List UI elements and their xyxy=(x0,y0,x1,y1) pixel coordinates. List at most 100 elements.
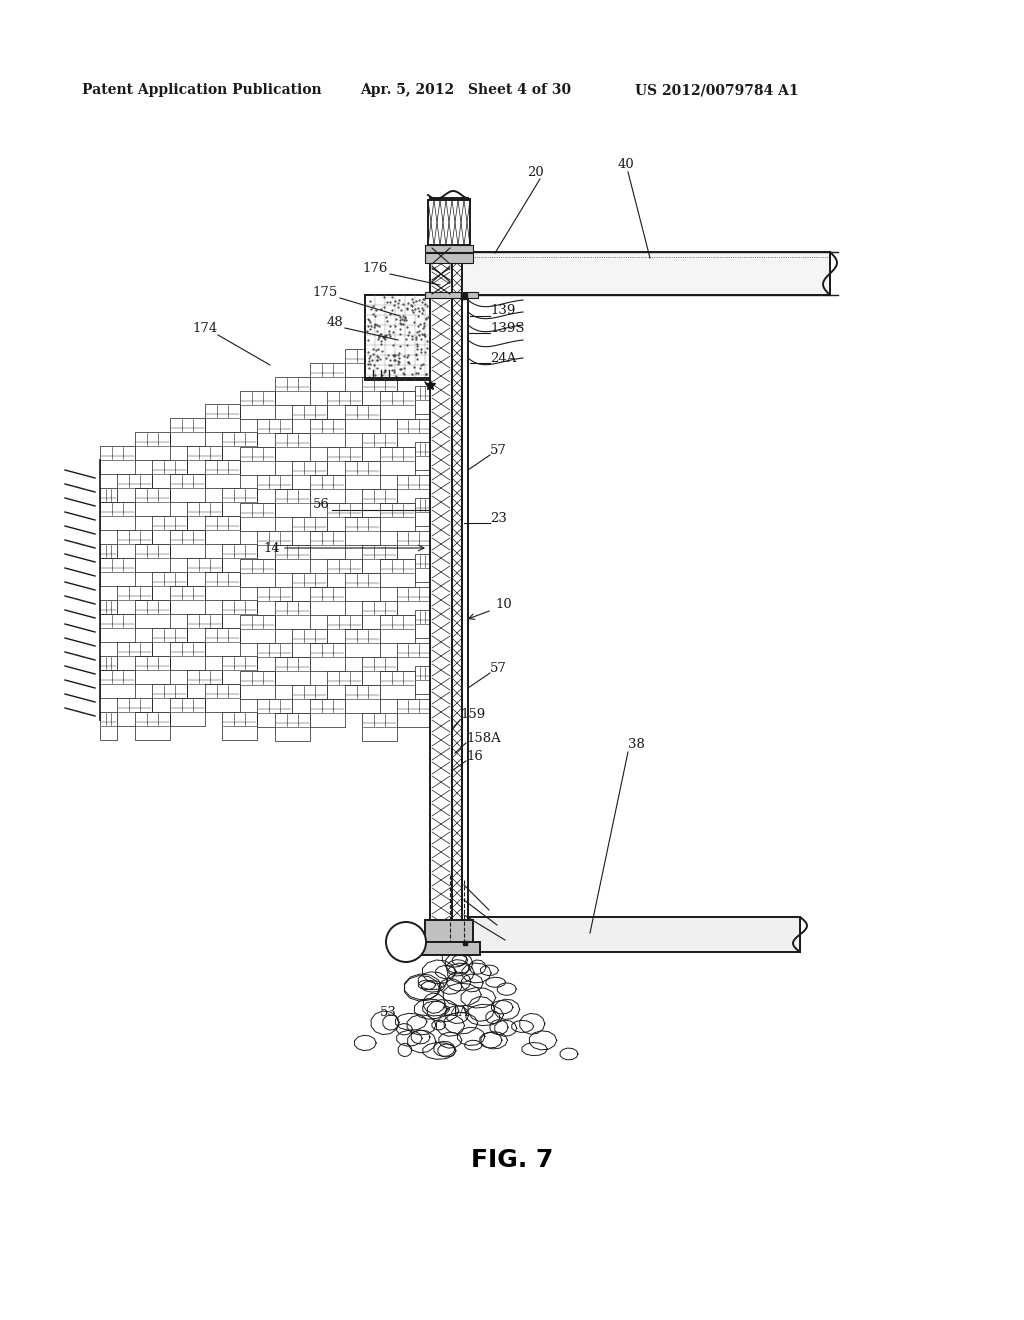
Bar xyxy=(222,601,257,628)
Text: 158A: 158A xyxy=(466,731,501,744)
Bar xyxy=(100,544,117,572)
Bar xyxy=(292,573,327,601)
Bar xyxy=(240,671,275,700)
Bar xyxy=(345,630,380,657)
Bar xyxy=(430,198,452,935)
Bar xyxy=(187,558,222,586)
Bar xyxy=(240,391,275,418)
Bar xyxy=(275,433,310,461)
Text: 16: 16 xyxy=(466,750,483,763)
Bar xyxy=(275,713,310,741)
Bar xyxy=(205,516,240,544)
Bar xyxy=(345,685,380,713)
Bar xyxy=(135,432,170,459)
Bar xyxy=(327,503,362,531)
Text: 48: 48 xyxy=(327,315,343,329)
Bar xyxy=(152,684,187,711)
Bar xyxy=(205,572,240,601)
Bar xyxy=(152,516,187,544)
Bar xyxy=(380,447,415,475)
Text: 20: 20 xyxy=(527,165,544,178)
Bar xyxy=(362,378,397,405)
Bar xyxy=(240,615,275,643)
Bar xyxy=(362,545,397,573)
Text: 53: 53 xyxy=(380,1006,396,1019)
Bar xyxy=(345,461,380,488)
Bar xyxy=(222,432,257,459)
Bar xyxy=(117,531,152,558)
Bar xyxy=(397,700,430,727)
Bar xyxy=(327,615,362,643)
Text: Sheet 4 of 30: Sheet 4 of 30 xyxy=(468,83,571,96)
Bar xyxy=(222,488,257,516)
Bar xyxy=(415,610,430,638)
Bar xyxy=(222,544,257,572)
Bar xyxy=(240,447,275,475)
Text: 139: 139 xyxy=(490,305,515,318)
Text: 24A: 24A xyxy=(490,351,516,364)
Bar xyxy=(380,335,415,363)
Bar xyxy=(345,405,380,433)
Bar xyxy=(362,601,397,630)
Bar xyxy=(222,656,257,684)
Bar xyxy=(170,418,205,446)
Bar xyxy=(100,601,117,628)
Bar xyxy=(292,685,327,713)
Bar xyxy=(170,531,205,558)
Bar xyxy=(205,459,240,488)
Bar xyxy=(135,656,170,684)
Bar xyxy=(380,503,415,531)
Bar xyxy=(415,498,430,525)
Bar xyxy=(310,475,345,503)
Bar xyxy=(100,488,117,516)
Bar xyxy=(397,475,430,503)
Bar xyxy=(240,558,275,587)
Bar xyxy=(362,657,397,685)
Bar xyxy=(100,671,135,698)
Text: US 2012/0079784 A1: US 2012/0079784 A1 xyxy=(635,83,799,96)
Bar xyxy=(428,201,470,246)
Bar xyxy=(135,601,170,628)
Bar xyxy=(365,294,430,380)
Text: 159: 159 xyxy=(460,709,485,722)
Bar xyxy=(205,684,240,711)
Bar xyxy=(380,558,415,587)
Bar xyxy=(362,433,397,461)
Bar xyxy=(462,252,830,294)
Bar xyxy=(310,700,345,727)
Bar xyxy=(310,587,345,615)
Bar xyxy=(187,446,222,474)
Bar xyxy=(257,531,292,558)
Bar xyxy=(310,643,345,671)
Bar xyxy=(100,614,135,642)
Bar xyxy=(205,628,240,656)
Bar xyxy=(117,586,152,614)
Text: 174: 174 xyxy=(193,322,217,334)
Bar xyxy=(345,517,380,545)
Bar xyxy=(135,488,170,516)
Bar xyxy=(275,488,310,517)
Text: FIG. 7: FIG. 7 xyxy=(471,1148,553,1172)
Bar xyxy=(292,517,327,545)
Text: 139S: 139S xyxy=(490,322,524,334)
Bar xyxy=(275,601,310,630)
Bar xyxy=(135,711,170,741)
Bar xyxy=(275,545,310,573)
Bar xyxy=(257,587,292,615)
Bar xyxy=(152,572,187,601)
Bar xyxy=(187,671,222,698)
Bar xyxy=(257,475,292,503)
Bar xyxy=(310,363,345,391)
Bar xyxy=(452,198,462,935)
Bar xyxy=(462,198,468,935)
Bar xyxy=(292,405,327,433)
Bar xyxy=(397,587,430,615)
Bar xyxy=(425,253,473,263)
Bar xyxy=(362,713,397,741)
Bar xyxy=(415,385,430,414)
Bar xyxy=(310,531,345,558)
Bar xyxy=(362,488,397,517)
Text: 175: 175 xyxy=(312,285,338,298)
Bar xyxy=(117,698,152,726)
Bar xyxy=(170,698,205,726)
